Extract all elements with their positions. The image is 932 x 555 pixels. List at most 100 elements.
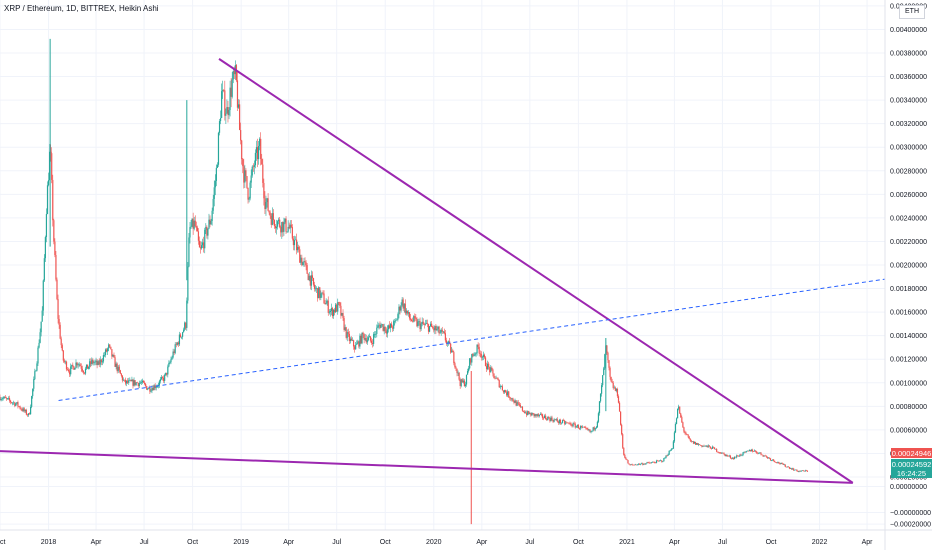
candle-body [466,371,469,375]
candle-body [290,224,292,228]
candle-body [741,455,743,456]
candle-body [527,411,529,416]
candle-body [5,397,7,399]
candle-body [804,470,806,472]
countdown-timer: 16:24:25 [897,469,926,478]
candle-body [645,463,647,465]
candle-body [388,325,391,329]
candle-body [576,425,578,427]
candle-body [153,385,155,391]
candle-body [65,361,68,370]
candle-body [47,180,50,186]
candle-body [303,261,305,263]
candle-body [479,353,481,355]
y-tick-label: 0.00400000 [890,27,927,34]
candle-body [461,379,463,383]
candle-body [765,455,767,457]
candle-body [451,350,453,353]
candle-body [395,320,397,322]
trendline[interactable] [0,450,853,484]
y-tick-label: 0.00000000 [890,484,927,491]
candle-body [563,420,565,421]
candle-body [43,258,45,281]
candle-body [489,367,491,373]
candle-body [64,361,67,363]
candle-body [631,464,633,466]
candle-body [361,332,363,344]
candle-body [160,377,163,380]
candle-body [329,310,331,313]
candle-body [528,411,530,414]
candle-body [762,455,764,457]
y-tick-label: 0.00240000 [890,215,927,222]
candle-body [363,334,365,340]
candle-body [147,388,149,390]
candle-body [292,238,295,246]
candle-body [145,383,147,387]
candle-body [691,441,693,442]
candle-body [633,464,635,466]
candle-body [123,379,126,381]
candle-body [491,367,493,370]
candle-body [399,306,401,311]
candle-body [271,213,273,225]
candle-body [434,326,436,331]
candle-body [694,441,697,445]
candle-body [17,402,19,407]
candle-body [460,379,462,386]
candle-body [590,431,592,433]
trendlines-layer[interactable] [0,58,886,484]
candle-body [507,391,509,396]
candle-body [104,349,107,356]
candle-body [211,210,213,221]
candle-body [84,368,87,374]
candle-body [374,334,376,335]
candle-body [262,164,264,183]
candle-body [338,302,340,303]
y-tick-label: 0.00200000 [890,263,927,270]
candle-body [568,422,570,424]
candle-body [696,443,698,445]
candle-body [573,423,575,424]
candle-body [218,121,221,133]
candle-body [302,262,304,266]
candle-body [519,404,521,407]
candle-body [366,339,368,343]
x-tick-label: 2022 [812,539,828,546]
candle-body [655,460,658,463]
candle-body [213,187,215,199]
candle-body [680,413,682,418]
candle-body [516,402,518,406]
unit-label[interactable]: ETH [899,5,925,19]
candle-body [534,414,536,417]
candle-body [565,422,567,424]
candle-body [232,70,234,80]
candle-body [731,457,734,459]
candle-body [646,462,648,464]
candle-body [306,265,308,274]
candle-body [236,80,239,108]
candle-body [490,367,492,373]
trendline[interactable] [218,58,854,484]
candle-body [148,387,150,389]
candle-body [663,458,665,462]
candle-body [642,463,644,465]
candle-body [326,300,328,303]
candle-body [721,452,723,454]
dashed-trendline[interactable] [58,278,886,401]
candle-body [512,398,514,402]
candle-body [158,381,160,386]
candle-body [537,414,539,416]
candle-body [669,450,671,452]
candle-body [665,455,667,458]
candle-body [797,470,799,472]
candle-body [592,427,594,431]
candle-body [396,319,398,321]
candle-body [321,292,323,294]
candle-body [227,107,229,116]
candle-body [546,418,548,421]
candle-body [91,359,93,364]
